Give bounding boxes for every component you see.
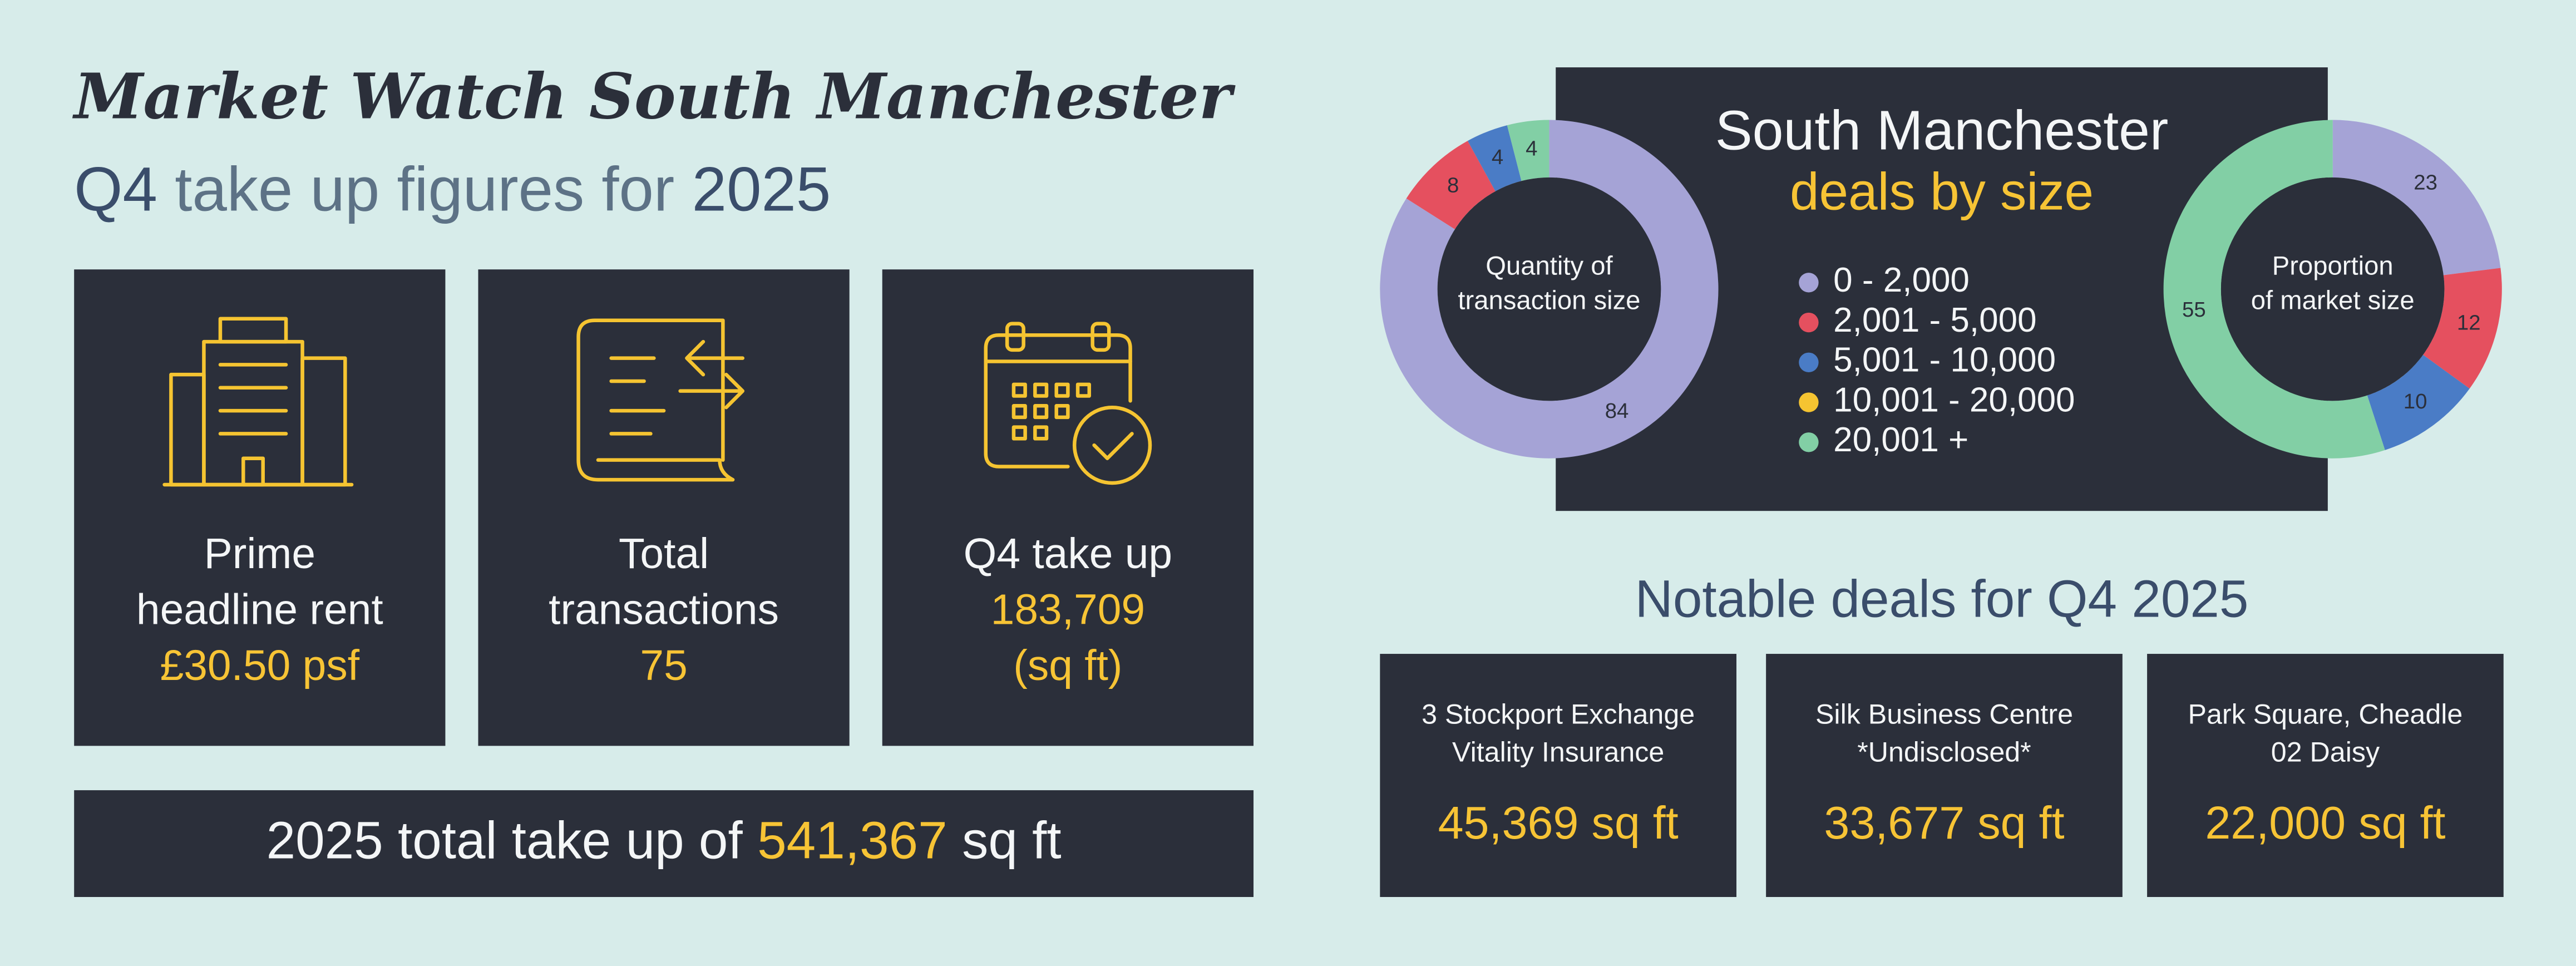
donut-slice (1467, 125, 1522, 191)
donut-slice (2332, 120, 2501, 275)
subtitle: Q4 take up figures for 2025 (74, 154, 831, 224)
building-icon (162, 317, 354, 487)
donut-slice (1406, 141, 1496, 230)
slice-label: 12 (2457, 311, 2481, 335)
legend-swatch (1799, 312, 1819, 333)
deal-card (1766, 654, 2123, 897)
slice-label: 23 (2414, 170, 2437, 194)
subtitle-part: Q4 (74, 154, 157, 224)
deal-size: 45,369 sq ft (1438, 797, 1679, 849)
legend-swatch (1799, 392, 1819, 412)
donut-slice (2367, 354, 2470, 450)
deal-name: Park Square, Cheadle (2188, 699, 2463, 730)
donut-slice (2163, 120, 2385, 459)
donut-slice (1507, 120, 1549, 181)
donut-center-label: transaction size (1458, 286, 1640, 316)
deal-name: 3 Stockport Exchange (1422, 699, 1695, 730)
legend-label: 0 - 2,000 (1833, 261, 1970, 299)
deal-size-number: 33,677 (1824, 797, 1965, 849)
card-label: transactions (549, 586, 779, 634)
stat-card (478, 269, 850, 746)
card-label: Total (619, 530, 709, 578)
legend-swatch (1799, 273, 1819, 293)
deal-size-number: 22,000 (2205, 797, 2346, 849)
donut-slice (1380, 120, 1719, 459)
deal-size-unit: sq ft (2358, 797, 2445, 849)
card-value: £30.50 psf (160, 642, 360, 689)
slice-label: 55 (2182, 298, 2206, 322)
card-label: headline rent (136, 586, 383, 634)
slice-label: 10 (2404, 390, 2427, 413)
donut-slice (2423, 268, 2502, 389)
card-label: Prime (204, 530, 315, 578)
deal-card (2147, 654, 2504, 897)
deal-size-number: 45,369 (1438, 797, 1579, 849)
donut-center-label: Proportion (2272, 252, 2394, 281)
deal-size: 22,000 sq ft (2205, 797, 2445, 849)
calendar-icon (984, 322, 1152, 485)
total-text: 2025 total take up of 541,367 sq ft (267, 811, 1062, 870)
donut-center-label: of market size (2251, 286, 2415, 316)
donut-hole (2220, 177, 2445, 401)
document-icon (576, 318, 745, 482)
slice-label: 8 (1447, 174, 1459, 198)
deal-name: *Undisclosed* (1857, 736, 2031, 767)
deal-card (1380, 654, 1736, 897)
stat-card (74, 269, 446, 746)
card-value: 75 (640, 642, 687, 689)
legend-label: 10,001 - 20,000 (1833, 381, 2075, 419)
card-value: (sq ft) (1013, 642, 1122, 689)
notable-title: Notable deals for Q4 2025 (1635, 569, 2249, 628)
deal-size-unit: sq ft (1977, 797, 2064, 849)
slice-label: 4 (1492, 145, 1503, 169)
panel-subtitle: deals by size (1790, 162, 2094, 221)
legend-swatch (1799, 352, 1819, 373)
card-value: 183,709 (991, 586, 1145, 634)
deal-name: Silk Business Centre (1815, 699, 2073, 730)
legend-label: 5,001 - 10,000 (1833, 341, 2056, 379)
deal-size-unit: sq ft (1592, 797, 1679, 849)
card-label: Q4 take up (964, 530, 1172, 578)
title: Market Watch South Manchester (72, 60, 1236, 133)
total-part: 2025 total take up of (267, 811, 743, 870)
total-part: sq ft (962, 811, 1062, 870)
deal-size: 33,677 sq ft (1824, 797, 2064, 849)
legend-swatch (1799, 432, 1819, 452)
deal-name: Vitality Insurance (1452, 736, 1664, 767)
legend-label: 2,001 - 5,000 (1833, 301, 2036, 339)
slice-label: 4 (1526, 136, 1537, 160)
donut-center-label: Quantity of (1486, 252, 1613, 281)
donut-hole (1437, 177, 1661, 401)
total-part: 541,367 (757, 811, 947, 870)
total-bar (74, 790, 1254, 897)
slice-label: 84 (1605, 399, 1629, 423)
legend-label: 20,001 + (1833, 421, 1968, 459)
deal-name: 02 Daisy (2271, 736, 2380, 767)
stat-card (882, 269, 1254, 746)
subtitle-part: take up figures for (175, 154, 674, 224)
panel-title: South Manchester (1715, 100, 2169, 162)
subtitle-part: 2025 (692, 154, 831, 224)
